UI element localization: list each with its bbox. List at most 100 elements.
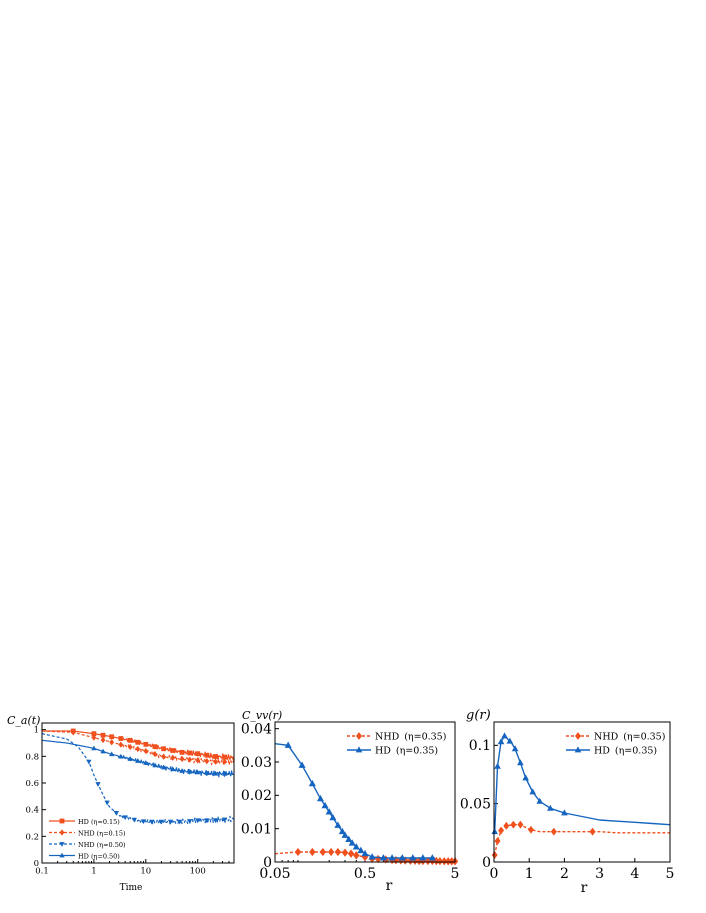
data-point [334, 821, 342, 828]
data-point [444, 857, 452, 866]
data-point [398, 854, 406, 861]
x-tick-label: 0.5 [354, 866, 376, 882]
data-point [316, 794, 324, 802]
data-point [341, 831, 349, 838]
data-point [204, 770, 210, 776]
data-point [86, 759, 92, 765]
data-point [511, 745, 519, 752]
data-point [140, 819, 147, 825]
data-point [195, 757, 201, 764]
data-point [135, 745, 141, 753]
p2-axes-frame [274, 721, 456, 863]
data-point [113, 811, 119, 816]
data-point [135, 758, 141, 763]
legend-label: NHD (η=0.15) [78, 829, 126, 837]
data-point [170, 754, 176, 761]
x-tick-label: 1 [525, 866, 534, 882]
y-tick-label: 0.02 [241, 788, 272, 804]
data-point [325, 808, 333, 815]
legend-marker [355, 746, 363, 753]
p3-ylabel-text: g(r) [466, 708, 491, 723]
data-point [338, 827, 346, 835]
data-point [345, 835, 353, 843]
data-point [158, 819, 165, 825]
data-point [109, 751, 115, 757]
legend-marker [575, 732, 581, 740]
p3-axes-frame [493, 721, 671, 863]
x-tick-label: 1 [91, 867, 96, 877]
x-tick-label: 0.1 [35, 867, 49, 877]
panel-autocorrelation: C_a(t) Time 0.1 1 10 100 0 0.2 0.4 0.6 0.8 1 HD (… [7, 714, 235, 893]
p1-ylabel: C_a(t) [7, 714, 40, 727]
data-point [347, 849, 355, 858]
data-point [308, 779, 316, 787]
y-tick-label: 0.05 [460, 797, 491, 813]
p1-ticks: 0.1 1 10 100 0 0.2 0.4 0.6 0.8 1 [25, 726, 230, 877]
data-point [284, 741, 292, 748]
p2-legend: NHD (η=0.35) HD (η=0.35) [347, 732, 446, 757]
data-point [491, 851, 498, 859]
data-point [436, 856, 444, 866]
y-tick-label: 0 [263, 855, 272, 871]
data-point [91, 745, 97, 751]
data-point [503, 821, 510, 830]
data-point [204, 818, 210, 824]
p2-ticks: 0.05 0.5 5 0 0.01 0.02 0.03 0.04 [241, 722, 460, 882]
legend-label: HD (η=0.50) [78, 852, 120, 860]
data-point [127, 756, 133, 761]
x-tick-label: 2 [560, 866, 569, 882]
x-tick-label: 0.05 [259, 866, 290, 882]
series-line [494, 823, 670, 856]
data-point [221, 770, 228, 776]
x-tick-label: 0 [490, 866, 499, 882]
y-tick-label: 0.2 [25, 832, 39, 842]
x-tick-label: 100 [190, 867, 206, 877]
x-tick-label: 5 [666, 866, 675, 882]
legend-series-name: NHD [375, 732, 400, 743]
data-point [160, 764, 167, 770]
data-point [177, 819, 183, 825]
data-point [161, 753, 166, 760]
data-point [510, 820, 517, 829]
data-point [517, 820, 524, 829]
data-point [187, 756, 193, 763]
data-point [361, 849, 369, 857]
x-tick-label: 4 [630, 866, 639, 882]
data-point [212, 770, 219, 776]
legend-marker [59, 829, 65, 836]
data-point [100, 748, 106, 754]
data-point [152, 750, 158, 758]
data-point [368, 853, 376, 860]
data-point [131, 817, 137, 823]
data-point [187, 819, 193, 824]
y-tick-label: 0 [34, 859, 39, 869]
legend-marker [59, 818, 65, 824]
data-point [149, 819, 155, 825]
data-point [212, 818, 219, 824]
data-point [547, 804, 554, 811]
data-point [195, 751, 201, 757]
data-point [143, 760, 149, 765]
y-tick-label: 0.04 [241, 722, 272, 738]
p3-ticks: 0 1 2 3 4 5 0 0.05 0.1 [460, 738, 675, 882]
data-point [118, 736, 124, 741]
p1-ylabel-text: C_a(t) [7, 714, 40, 727]
data-point [379, 854, 387, 861]
data-point [341, 848, 349, 857]
p2-ylabel: C_vv(r) [242, 709, 282, 722]
data-point [329, 813, 337, 821]
legend-eta: (η=0.35) [623, 732, 665, 743]
data-point [501, 732, 508, 739]
data-point [550, 827, 557, 836]
data-point [143, 747, 149, 755]
data-point [161, 746, 166, 752]
data-point [195, 818, 201, 824]
legend-label: NHD (η=0.50) [78, 841, 126, 849]
p1-series [41, 728, 235, 825]
y-tick-label: 0.01 [241, 822, 272, 838]
data-point [170, 766, 176, 772]
data-point [118, 753, 124, 759]
p1-axes-frame [41, 722, 235, 864]
data-point [135, 739, 141, 745]
data-point [298, 761, 306, 768]
